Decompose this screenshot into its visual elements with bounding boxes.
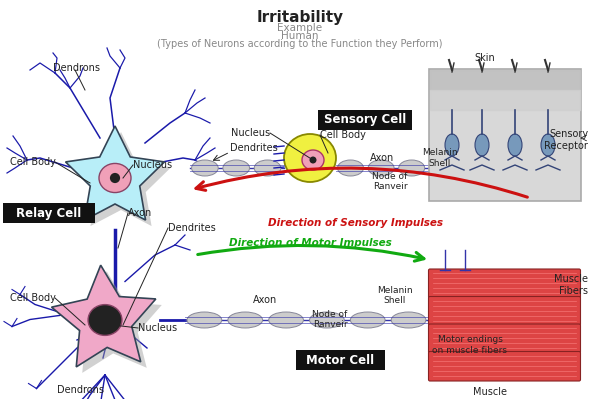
Ellipse shape — [475, 134, 489, 156]
Ellipse shape — [460, 160, 486, 176]
Text: Skin: Skin — [475, 53, 496, 63]
Text: Axon: Axon — [370, 153, 394, 163]
Text: Axon: Axon — [253, 295, 277, 305]
Text: Melanin
Shell: Melanin Shell — [377, 286, 413, 305]
Text: Dendrites: Dendrites — [230, 143, 278, 153]
Text: Axon: Axon — [128, 208, 152, 218]
Ellipse shape — [228, 312, 263, 328]
Ellipse shape — [445, 134, 459, 156]
Text: Direction of Sensory Impulses: Direction of Sensory Impulses — [268, 218, 443, 228]
Text: Muscle: Muscle — [473, 387, 507, 397]
Ellipse shape — [508, 134, 522, 156]
FancyArrowPatch shape — [198, 245, 424, 261]
Circle shape — [110, 173, 120, 183]
Ellipse shape — [88, 304, 122, 336]
FancyBboxPatch shape — [3, 203, 95, 223]
Ellipse shape — [391, 312, 426, 328]
Ellipse shape — [191, 160, 218, 176]
FancyBboxPatch shape — [428, 352, 581, 381]
Text: Direction of Motor Impulses: Direction of Motor Impulses — [229, 238, 391, 248]
Text: Motor Cell: Motor Cell — [306, 354, 374, 367]
FancyBboxPatch shape — [429, 69, 581, 201]
Polygon shape — [52, 265, 156, 367]
Ellipse shape — [302, 150, 324, 170]
Ellipse shape — [310, 312, 344, 328]
Ellipse shape — [187, 312, 222, 328]
Ellipse shape — [429, 160, 455, 176]
Ellipse shape — [398, 160, 425, 176]
Polygon shape — [71, 132, 170, 226]
FancyBboxPatch shape — [318, 110, 412, 130]
FancyBboxPatch shape — [296, 350, 385, 370]
Polygon shape — [65, 126, 164, 220]
Text: Cell Body: Cell Body — [10, 157, 56, 167]
Text: Cell Body: Cell Body — [10, 293, 56, 303]
Polygon shape — [58, 271, 162, 373]
Text: Node of
Ranveir: Node of Ranveir — [313, 310, 347, 330]
Text: (Types of Neurons according to the Function they Perform): (Types of Neurons according to the Funct… — [157, 39, 443, 49]
Text: Muscle
Fibers: Muscle Fibers — [554, 274, 588, 296]
Text: Nucleus: Nucleus — [138, 323, 177, 333]
FancyArrowPatch shape — [196, 168, 527, 197]
Ellipse shape — [269, 312, 304, 328]
Ellipse shape — [99, 164, 131, 193]
Text: Relay Cell: Relay Cell — [16, 207, 82, 219]
Text: Human: Human — [281, 31, 319, 41]
Ellipse shape — [284, 134, 336, 182]
FancyBboxPatch shape — [428, 324, 581, 354]
Text: Dendrons: Dendrons — [53, 63, 100, 73]
Text: Sensory
Receptor: Sensory Receptor — [544, 129, 588, 151]
Text: Nucleus: Nucleus — [133, 160, 172, 170]
Ellipse shape — [350, 312, 385, 328]
Text: Nucleus: Nucleus — [231, 128, 270, 138]
Ellipse shape — [223, 160, 250, 176]
Ellipse shape — [338, 160, 364, 176]
Text: Cell Body: Cell Body — [320, 130, 366, 140]
Ellipse shape — [541, 134, 555, 156]
Ellipse shape — [521, 160, 547, 176]
Text: Dendrons: Dendrons — [56, 385, 104, 395]
Ellipse shape — [490, 160, 517, 176]
Text: Node of
Ranveir: Node of Ranveir — [373, 172, 407, 192]
FancyBboxPatch shape — [428, 269, 581, 298]
FancyBboxPatch shape — [428, 296, 581, 326]
Text: Sensory Cell: Sensory Cell — [324, 113, 406, 126]
Text: Irritability: Irritability — [256, 10, 344, 25]
Ellipse shape — [254, 160, 281, 176]
Text: Dendrites: Dendrites — [168, 223, 216, 233]
Text: Example: Example — [277, 23, 323, 33]
Ellipse shape — [368, 160, 394, 176]
Circle shape — [100, 314, 110, 326]
Text: Melanin
Shell: Melanin Shell — [422, 148, 458, 168]
Text: Motor endings
on muscle fibers: Motor endings on muscle fibers — [433, 335, 508, 355]
Circle shape — [310, 156, 317, 164]
